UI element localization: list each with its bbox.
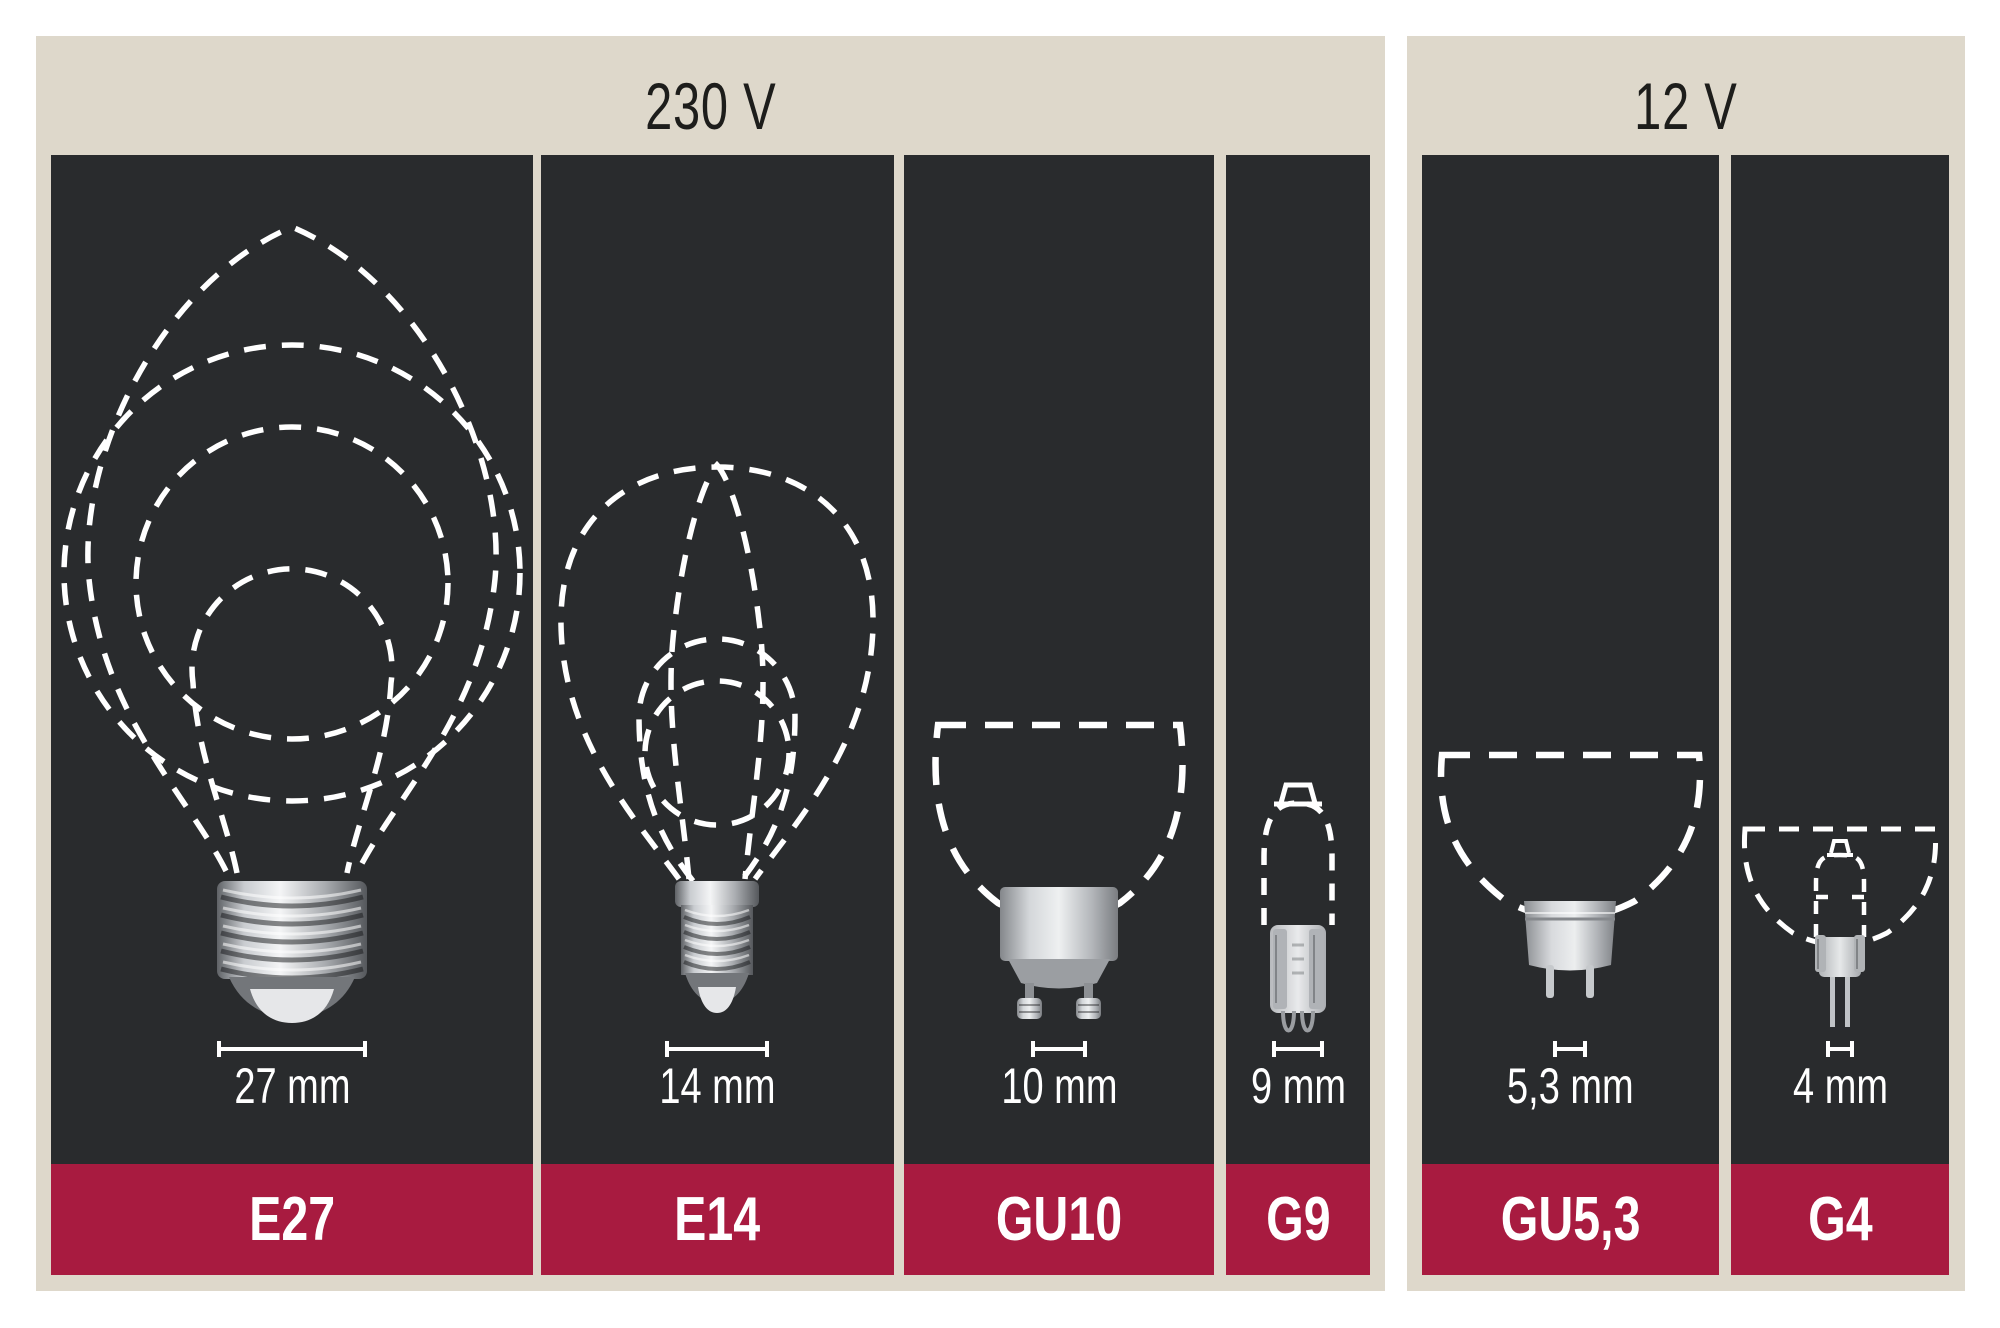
column-gu53: 5,3 mm GU5,3 [1422, 155, 1719, 1275]
gu53-socket-band: GU5,3 [1422, 1164, 1719, 1275]
gu10-diameter-bracket [1031, 1041, 1087, 1057]
g4-socket-band: G4 [1731, 1164, 1949, 1275]
gu53-socket-label: GU5,3 [1500, 1185, 1641, 1254]
e14-socket-label: E14 [674, 1185, 761, 1254]
g9-socket-band: G9 [1226, 1164, 1370, 1275]
column-g4-body: 4 mm [1731, 155, 1949, 1164]
gu10-dashed-reflector [932, 721, 1186, 924]
panel-230v: 230 V [36, 36, 1385, 1291]
e27-diameter: 27 mm [51, 1059, 533, 1113]
gu10-bulb-outline [932, 721, 1186, 1057]
e14-diameter: 14 mm [541, 1059, 894, 1113]
g9-diameter-label: 9 mm [1250, 1058, 1346, 1114]
voltage-header-230v: 230 V [36, 36, 1385, 165]
e14-socket-band: E14 [541, 1164, 894, 1275]
g4-dashed-capsule [1813, 852, 1867, 937]
column-g4: 4 mm G4 [1731, 155, 1949, 1275]
column-e27-body: 27 mm [51, 155, 533, 1164]
gu10-diameter: 10 mm [904, 1059, 1214, 1113]
voltage-header-12v: 12 V [1407, 36, 1965, 165]
column-gu10-body: 10 mm [904, 155, 1214, 1164]
g9-cap-glyph [1274, 782, 1322, 807]
g4-bulb-outline [1741, 826, 1939, 1057]
e14-bulb-outlines [558, 460, 876, 1057]
g4-diameter-bracket [1826, 1041, 1854, 1057]
g9-socket-label: G9 [1265, 1185, 1331, 1254]
voltage-label: 12 V [1634, 68, 1738, 143]
g4-dashed-reflector [1741, 826, 1939, 948]
e14-diameter-label: 14 mm [659, 1058, 776, 1114]
g4-diameter: 4 mm [1731, 1059, 1949, 1113]
e27-diameter-bracket [217, 1041, 367, 1057]
voltage-label: 230 V [644, 68, 777, 143]
g4-socket-label: G4 [1807, 1185, 1873, 1254]
gu53-diameter: 5,3 mm [1422, 1059, 1719, 1113]
column-g9-body: 9 mm [1226, 155, 1370, 1164]
gu10-socket-label: GU10 [995, 1185, 1123, 1254]
e27-bulb-outlines [61, 224, 523, 1057]
g9-bulb-outline [1261, 782, 1335, 1057]
g4-base-illustration [1815, 935, 1865, 1027]
column-gu53-body: 5,3 mm [1422, 155, 1719, 1164]
gu53-dashed-reflector [1437, 751, 1704, 922]
e27-socket-band: E27 [51, 1164, 533, 1275]
column-g9: 9 mm G9 [1226, 155, 1370, 1275]
g9-dashed-capsule [1261, 800, 1335, 925]
panel-12v: 12 V [1407, 36, 1965, 1291]
gu10-socket-band: GU10 [904, 1164, 1214, 1275]
column-e27: 27 mm E27 [51, 155, 533, 1275]
gu10-diameter-label: 10 mm [1000, 1058, 1118, 1114]
e27-socket-label: E27 [248, 1185, 336, 1254]
g9-diameter-bracket [1272, 1041, 1324, 1057]
column-gu10: 10 mm GU10 [904, 155, 1214, 1275]
e14-dashed-shapes [558, 460, 876, 883]
gu53-diameter-label: 5,3 mm [1507, 1058, 1634, 1114]
e14-diameter-bracket [665, 1041, 769, 1057]
column-e14: 14 mm E14 [541, 155, 894, 1275]
column-e14-body: 14 mm [541, 155, 894, 1164]
g9-diameter: 9 mm [1226, 1059, 1370, 1113]
gu53-base-illustration [1524, 901, 1616, 998]
e14-base-illustration [675, 881, 759, 1013]
e27-dashed-shapes [61, 224, 523, 874]
e27-base-illustration [217, 881, 367, 1023]
gu53-diameter-bracket [1553, 1041, 1587, 1057]
g4-diameter-label: 4 mm [1792, 1058, 1888, 1114]
g9-base-illustration [1270, 925, 1326, 1033]
gu53-bulb-outline [1437, 751, 1704, 1057]
gu10-base-illustration [1000, 887, 1118, 1019]
e27-diameter-label: 27 mm [233, 1058, 351, 1114]
